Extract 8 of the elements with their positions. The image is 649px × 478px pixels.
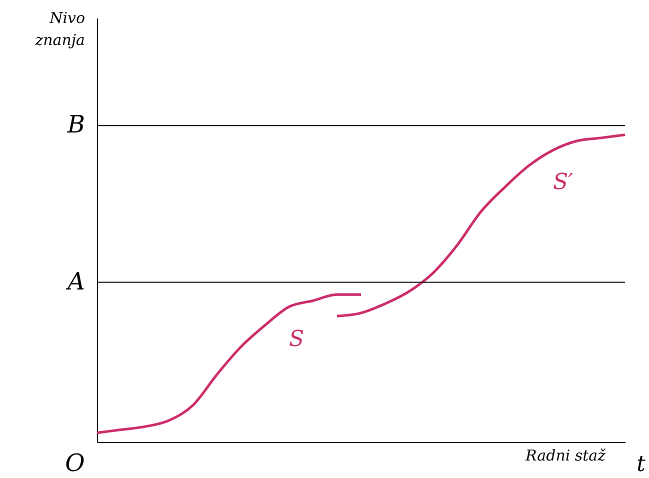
text: O bbox=[65, 449, 86, 477]
series-label: S bbox=[289, 326, 304, 352]
text: t bbox=[636, 452, 646, 477]
x-axis-title: Radni staž bbox=[524, 446, 606, 464]
series-label: S′ bbox=[553, 170, 574, 196]
text: Nivo znanja bbox=[34, 9, 85, 49]
ref-line-label: B bbox=[66, 110, 85, 139]
ref-line-label: A bbox=[66, 267, 85, 296]
